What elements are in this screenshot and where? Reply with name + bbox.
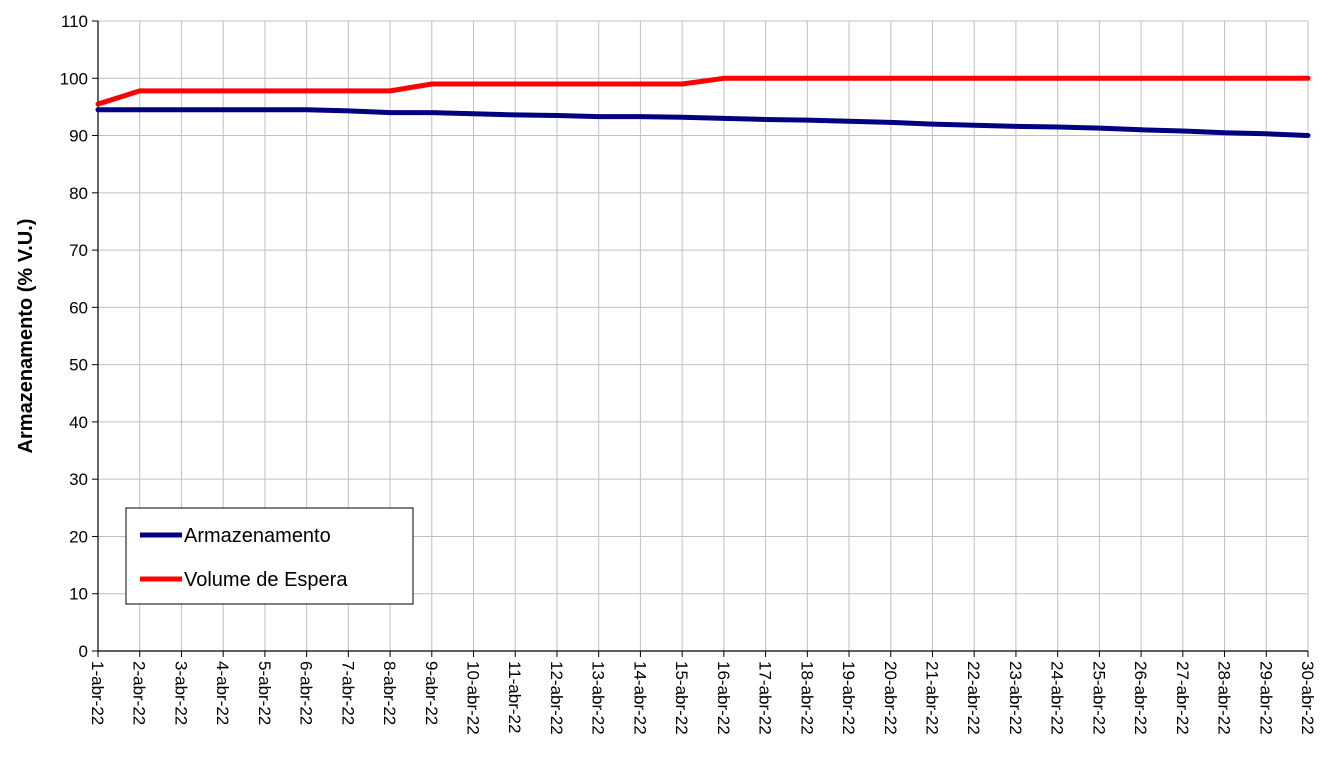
x-tick-label: 12-abr-22	[547, 661, 566, 735]
y-tick-label: 90	[69, 127, 88, 146]
y-tick-label: 110	[61, 12, 88, 31]
x-tick-label: 13-abr-22	[589, 661, 608, 735]
legend: Armazenamento Volume de Espera	[125, 507, 414, 605]
y-tick-label: 50	[69, 356, 88, 375]
x-tick-label: 3-abr-22	[171, 661, 190, 725]
x-tick-label: 24-abr-22	[1048, 661, 1067, 735]
x-tick-label: 7-abr-22	[338, 661, 357, 725]
x-tick-label: 22-abr-22	[964, 661, 983, 735]
legend-label-armazenamento: Armazenamento	[184, 525, 331, 547]
x-tick-label: 18-abr-22	[797, 661, 816, 735]
x-tick-label: 28-abr-22	[1215, 661, 1234, 735]
y-axis-title: Armazenamento (% V.U.)	[15, 219, 37, 454]
y-tick-label: 70	[69, 241, 88, 260]
x-tick-label: 16-abr-22	[714, 661, 733, 735]
x-tick-label: 2-abr-22	[130, 661, 149, 725]
x-tick-label: 25-abr-22	[1089, 661, 1108, 735]
y-tick-label: 10	[69, 585, 88, 604]
y-tick-label: 80	[69, 184, 88, 203]
x-tick-label: 6-abr-22	[297, 661, 316, 725]
x-tick-label: 15-abr-22	[672, 661, 691, 735]
x-tick-label: 10-abr-22	[464, 661, 483, 735]
x-tick-label: 8-abr-22	[380, 661, 399, 725]
x-tick-label: 27-abr-22	[1173, 661, 1192, 735]
axes	[92, 20, 1309, 657]
y-tick-labels: 0 10 20 30 40 50 60 70 80 90 100 110	[60, 12, 88, 661]
legend-box	[125, 507, 414, 605]
x-tick-label: 11-abr-22	[505, 661, 524, 733]
legend-label-volume-de-espera: Volume de Espera	[184, 569, 348, 591]
x-tick-label: 21-abr-22	[922, 661, 941, 735]
x-tick-label: 1-abr-22	[88, 661, 107, 725]
x-tick-label: 14-abr-22	[630, 661, 649, 735]
y-tick-label: 60	[69, 298, 88, 317]
series-line-armazenamento	[95, 107, 1311, 138]
series-line-volume-de-espera	[95, 75, 1311, 107]
x-tick-label: 4-abr-22	[213, 661, 232, 725]
x-tick-label: 26-abr-22	[1131, 661, 1150, 735]
y-tick-label: 20	[69, 527, 88, 546]
x-tick-label: 9-abr-22	[422, 661, 441, 725]
x-tick-labels: 1-abr-22 2-abr-22 3-abr-22 4-abr-22 5-abr-22…	[88, 661, 1317, 735]
x-tick-label: 5-abr-22	[255, 661, 274, 725]
x-tick-label: 20-abr-22	[881, 661, 900, 735]
y-tick-label: 40	[69, 413, 88, 432]
y-tick-label: 100	[60, 69, 88, 88]
x-tick-label: 19-abr-22	[839, 661, 858, 735]
x-tick-label: 30-abr-22	[1298, 661, 1317, 735]
x-tick-label: 17-abr-22	[756, 661, 775, 735]
x-tick-label: 29-abr-22	[1256, 661, 1275, 735]
y-tick-label: 0	[79, 642, 88, 661]
series-lines	[95, 75, 1311, 138]
x-tick-label: 23-abr-22	[1006, 661, 1025, 735]
y-tick-label: 30	[69, 470, 88, 489]
